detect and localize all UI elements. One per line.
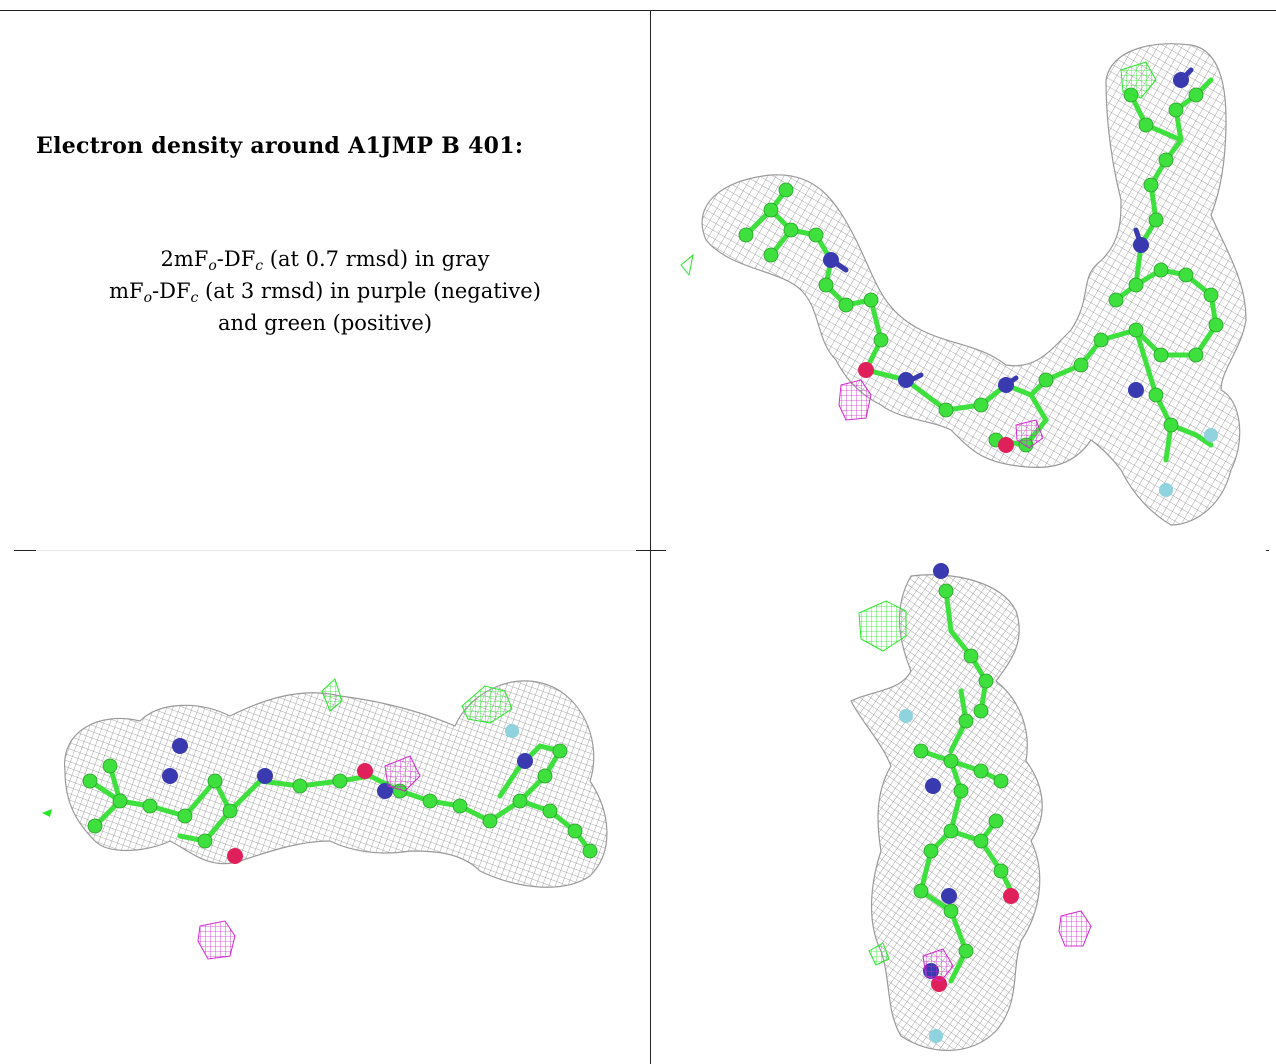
frame-horizontal-divider-right bbox=[1266, 550, 1269, 551]
figure-legend: 2mFo-DFc (at 0.7 rmsd) in gray mFo-DFc (… bbox=[0, 243, 650, 339]
oxygen-atoms bbox=[931, 888, 1019, 992]
frame-horizontal-divider-left bbox=[14, 550, 36, 551]
oxygen-atoms bbox=[858, 362, 1014, 453]
nitrogen-atoms bbox=[162, 738, 533, 799]
positive-density-blob bbox=[1120, 61, 1157, 99]
figure-title: Electron density around A1JMP B 401: bbox=[36, 133, 524, 159]
negative-density-blob-2 bbox=[922, 948, 954, 982]
positive-density-blob-tiny bbox=[42, 809, 52, 817]
negative-density-blob bbox=[1058, 910, 1092, 947]
view-bottom-right bbox=[651, 551, 1276, 1064]
fluorine-atoms bbox=[899, 709, 943, 1043]
frame-horizontal-divider-center bbox=[636, 550, 666, 551]
positive-density-blob-small bbox=[680, 253, 694, 277]
fluorine-atoms bbox=[1159, 428, 1218, 497]
legend-line-fofc-negative: mFo-DFc (at 3 rmsd) in purple (negative) bbox=[109, 279, 541, 306]
density-mesh bbox=[850, 574, 1043, 1052]
frame-light-divider bbox=[36, 550, 636, 551]
legend-line-fofc-positive: and green (positive) bbox=[217, 311, 433, 335]
carbon-atoms bbox=[913, 583, 1009, 959]
positive-density-blob-small bbox=[868, 942, 890, 966]
frame-top bbox=[0, 10, 1276, 11]
fluorine-atoms bbox=[505, 724, 519, 738]
view-top-right bbox=[651, 0, 1276, 550]
negative-density-blob-2 bbox=[384, 755, 421, 792]
oxygen-atoms bbox=[227, 763, 373, 864]
nitrogen-atoms bbox=[823, 72, 1189, 398]
positive-density-blob bbox=[858, 600, 907, 652]
negative-density-blob-2 bbox=[1015, 419, 1044, 449]
positive-density-blob-small bbox=[321, 678, 343, 712]
carbon-atoms bbox=[82, 743, 598, 859]
negative-density-blob bbox=[197, 920, 236, 960]
positive-density-blob bbox=[461, 685, 513, 724]
frame-vertical-divider bbox=[650, 10, 651, 1064]
caption-panel: Electron density around A1JMP B 401: 2mF… bbox=[0, 0, 650, 550]
density-mesh bbox=[701, 43, 1247, 526]
view-bottom-left bbox=[0, 551, 650, 1064]
negative-density-blob bbox=[838, 379, 872, 421]
legend-line-2fofc: 2mFo-DFc (at 0.7 rmsd) in gray bbox=[160, 247, 490, 274]
